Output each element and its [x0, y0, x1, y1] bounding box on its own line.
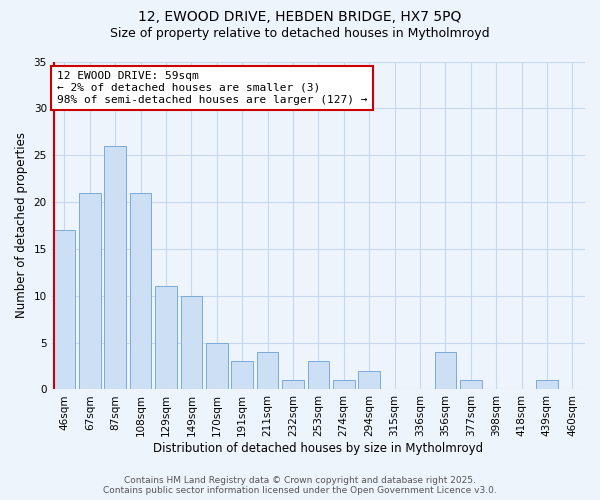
Text: 12, EWOOD DRIVE, HEBDEN BRIDGE, HX7 5PQ: 12, EWOOD DRIVE, HEBDEN BRIDGE, HX7 5PQ	[139, 10, 461, 24]
Bar	[155, 286, 177, 390]
Text: Contains HM Land Registry data © Crown copyright and database right 2025.
Contai: Contains HM Land Registry data © Crown c…	[103, 476, 497, 495]
Bar	[358, 370, 380, 390]
Bar	[536, 380, 557, 390]
Bar	[308, 362, 329, 390]
Bar	[206, 342, 227, 390]
Text: Size of property relative to detached houses in Mytholmroyd: Size of property relative to detached ho…	[110, 28, 490, 40]
Y-axis label: Number of detached properties: Number of detached properties	[15, 132, 28, 318]
Bar	[181, 296, 202, 390]
Text: 12 EWOOD DRIVE: 59sqm
← 2% of detached houses are smaller (3)
98% of semi-detach: 12 EWOOD DRIVE: 59sqm ← 2% of detached h…	[57, 72, 367, 104]
Bar	[282, 380, 304, 390]
Bar	[460, 380, 482, 390]
Bar	[53, 230, 75, 390]
Bar	[130, 192, 151, 390]
X-axis label: Distribution of detached houses by size in Mytholmroyd: Distribution of detached houses by size …	[153, 442, 484, 455]
Bar	[257, 352, 278, 390]
Bar	[434, 352, 456, 390]
Bar	[232, 362, 253, 390]
Bar	[333, 380, 355, 390]
Bar	[104, 146, 126, 390]
Bar	[79, 192, 101, 390]
